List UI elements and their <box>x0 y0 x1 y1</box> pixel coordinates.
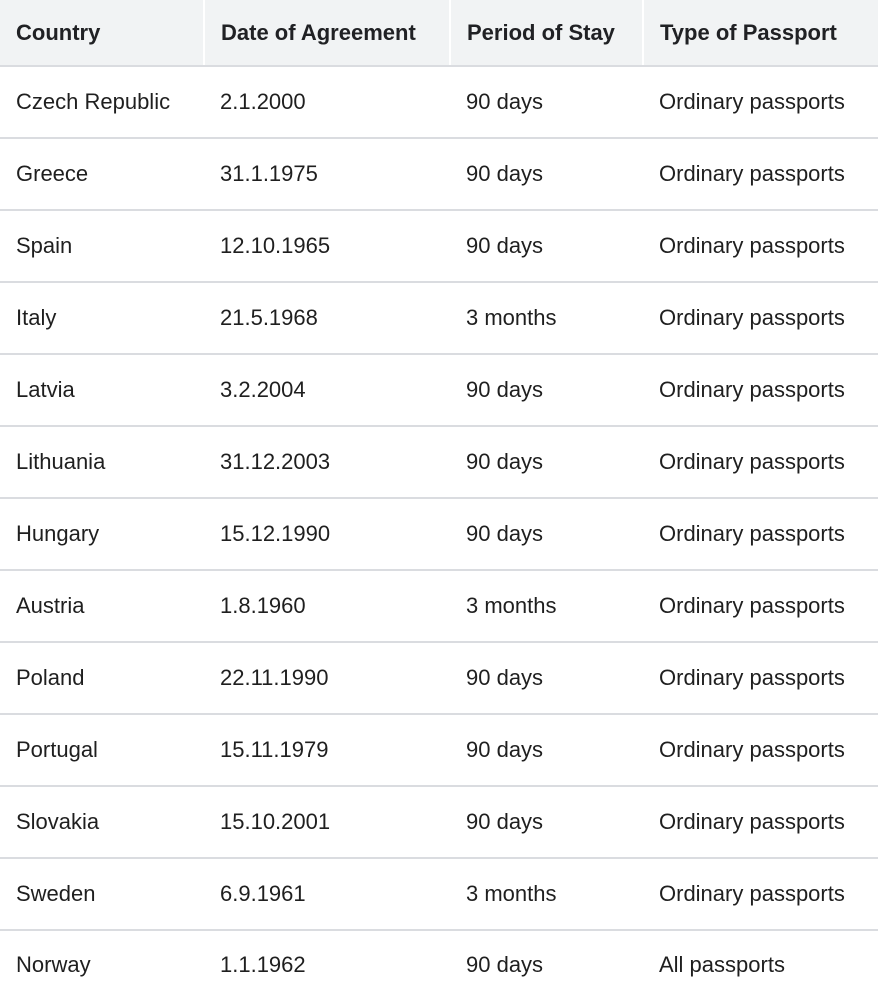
table-header: Country Date of Agreement Period of Stay… <box>0 0 878 67</box>
table-row: Norway 1.1.1962 90 days All passports <box>0 930 878 992</box>
cell-country: Italy <box>0 282 204 355</box>
cell-country: Sweden <box>0 858 204 931</box>
table-row: Portugal 15.11.1979 90 days Ordinary pas… <box>0 714 878 787</box>
cell-country: Spain <box>0 210 204 283</box>
cell-passport-type: Ordinary passports <box>643 858 878 931</box>
header-date-of-agreement: Date of Agreement <box>204 0 451 67</box>
cell-country: Norway <box>16 951 91 977</box>
cell-country: Lithuania <box>0 426 204 499</box>
header-type-of-passport: Type of Passport <box>643 0 878 67</box>
cell-date: 12.10.1965 <box>204 210 450 283</box>
cell-date: 2.1.2000 <box>204 66 450 139</box>
table-row: Poland 22.11.1990 90 days Ordinary passp… <box>0 642 878 715</box>
cell-date: 31.12.2003 <box>204 426 450 499</box>
cell-period: 3 months <box>450 282 643 355</box>
cell-country: Portugal <box>0 714 204 787</box>
table-row: Latvia 3.2.2004 90 days Ordinary passpor… <box>0 354 878 427</box>
table-row: Sweden 6.9.1961 3 months Ordinary passpo… <box>0 858 878 931</box>
cell-passport-type: Ordinary passports <box>643 714 878 787</box>
cell-passport-type: Ordinary passports <box>643 426 878 499</box>
cell-country: Hungary <box>0 498 204 571</box>
cell-period: 90 days <box>450 426 643 499</box>
cell-period: 90 days <box>466 951 544 977</box>
cell-date: 15.10.2001 <box>204 786 450 859</box>
cell-date: 6.9.1961 <box>204 858 450 931</box>
cell-date: 1.8.1960 <box>204 570 450 643</box>
cell-passport-type: All passports <box>659 951 785 977</box>
cell-period: 90 days <box>450 66 643 139</box>
cell-country: Austria <box>0 570 204 643</box>
header-row: Country Date of Agreement Period of Stay… <box>0 0 878 67</box>
cell-period: 90 days <box>450 786 643 859</box>
header-period-of-stay: Period of Stay <box>450 0 644 67</box>
cell-passport-type: Ordinary passports <box>643 570 878 643</box>
cell-period: 3 months <box>450 570 643 643</box>
table-row: Hungary 15.12.1990 90 days Ordinary pass… <box>0 498 878 571</box>
cell-date: 1.1.1962 <box>220 951 306 977</box>
cell-period: 90 days <box>450 138 643 211</box>
table-row: Italy 21.5.1968 3 months Ordinary passpo… <box>0 282 878 355</box>
cell-period: 3 months <box>450 858 643 931</box>
cell-passport-type: Ordinary passports <box>643 642 878 715</box>
cell-period: 90 days <box>450 642 643 715</box>
cell-period: 90 days <box>450 498 643 571</box>
table-row: Greece 31.1.1975 90 days Ordinary passpo… <box>0 138 878 211</box>
cell-passport-type: Ordinary passports <box>643 210 878 283</box>
table-row: Spain 12.10.1965 90 days Ordinary passpo… <box>0 210 878 283</box>
cell-period: 90 days <box>450 354 643 427</box>
cell-period: 90 days <box>450 210 643 283</box>
cell-country: Czech Republic <box>0 66 204 139</box>
table-body: Czech Republic 2.1.2000 90 days Ordinary… <box>0 66 878 992</box>
table-row: Lithuania 31.12.2003 90 days Ordinary pa… <box>0 426 878 499</box>
table-row: Slovakia 15.10.2001 90 days Ordinary pas… <box>0 786 878 859</box>
cell-date: 15.11.1979 <box>204 714 450 787</box>
cell-country: Slovakia <box>0 786 204 859</box>
cell-date: 21.5.1968 <box>204 282 450 355</box>
cell-date: 15.12.1990 <box>204 498 450 571</box>
cell-passport-type: Ordinary passports <box>643 498 878 571</box>
cell-date: 31.1.1975 <box>204 138 450 211</box>
cell-passport-type: Ordinary passports <box>643 786 878 859</box>
cell-date: 3.2.2004 <box>204 354 450 427</box>
cell-passport-type: Ordinary passports <box>643 138 878 211</box>
header-country: Country <box>0 0 205 67</box>
cell-country: Greece <box>0 138 204 211</box>
cell-passport-type: Ordinary passports <box>643 66 878 139</box>
table-row: Austria 1.8.1960 3 months Ordinary passp… <box>0 570 878 643</box>
cell-passport-type: Ordinary passports <box>643 354 878 427</box>
cell-period: 90 days <box>450 714 643 787</box>
cell-country: Poland <box>0 642 204 715</box>
cell-date: 22.11.1990 <box>204 642 450 715</box>
cell-passport-type: Ordinary passports <box>643 282 878 355</box>
table-row: Czech Republic 2.1.2000 90 days Ordinary… <box>0 66 878 139</box>
cell-country: Latvia <box>0 354 204 427</box>
